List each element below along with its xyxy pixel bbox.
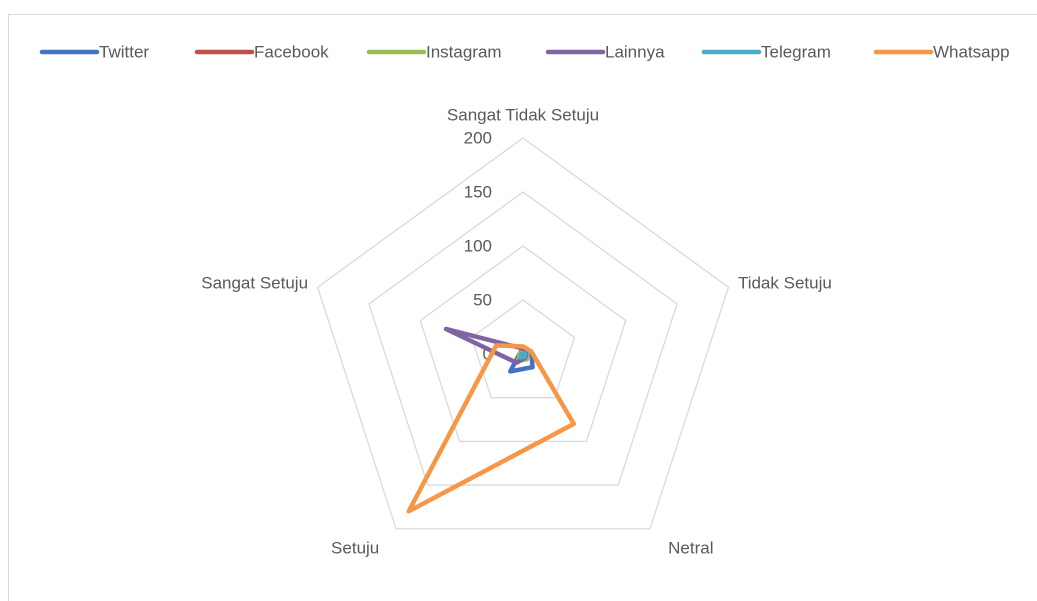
legend-label: Lainnya (605, 42, 665, 61)
series-line (518, 350, 528, 360)
legend-label: Instagram (426, 42, 502, 61)
legend-label: Twitter (99, 42, 149, 61)
grid-ring (419, 245, 627, 443)
tick-label: 200 (464, 128, 492, 147)
grid-ring (316, 137, 730, 530)
category-label: Netral (668, 538, 713, 557)
series-line (406, 343, 577, 514)
legend-label: Telegram (761, 42, 831, 61)
grid-ring (368, 191, 678, 486)
category-label: Setuju (331, 538, 379, 557)
legend-label: Facebook (254, 42, 329, 61)
tick-label: 0 (483, 344, 492, 363)
category-label: Sangat Setuju (201, 274, 308, 293)
category-label: Sangat Tidak Setuju (447, 105, 599, 124)
chart-frame (8, 14, 1037, 601)
tick-label: 150 (464, 182, 492, 201)
legend-label: Whatsapp (933, 42, 1010, 61)
tick-label: 100 (464, 236, 492, 255)
tick-label: 50 (473, 290, 492, 309)
grid-ring (470, 299, 576, 399)
category-label: Tidak Setuju (738, 274, 832, 293)
